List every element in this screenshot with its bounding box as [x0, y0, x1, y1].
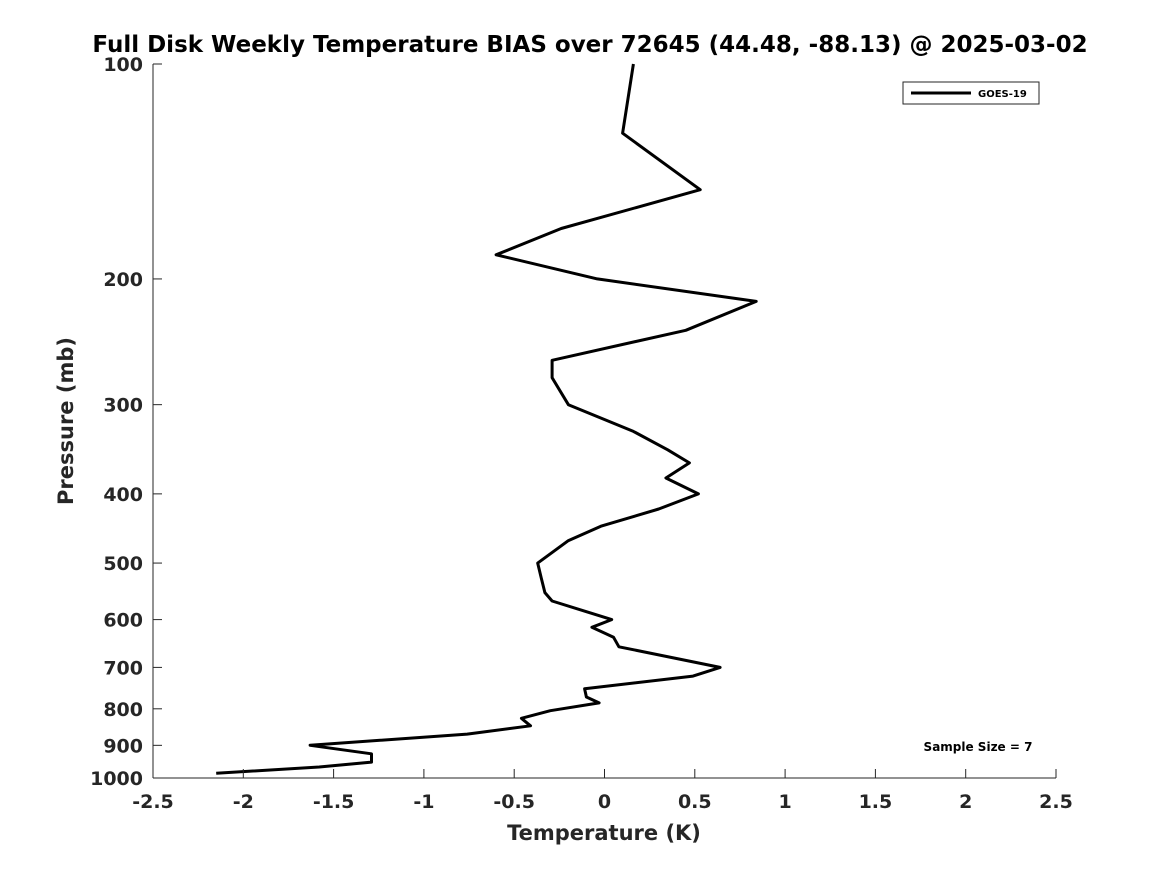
- x-axis: -2.5 -2 -1.5 -1 -0.5 0 0.5 1 1.5 2 2.5: [132, 769, 1073, 813]
- x-tick-label: 0.5: [678, 791, 712, 813]
- y-tick-label: 200: [103, 269, 143, 291]
- y-tick-label: 900: [103, 735, 143, 757]
- x-tick-label: -2.5: [132, 791, 174, 813]
- x-tick-label: 2: [959, 791, 972, 813]
- x-tick-label: -2: [233, 791, 254, 813]
- x-tick-label: -0.5: [493, 791, 535, 813]
- series-line-goes-19: [216, 63, 758, 775]
- x-tick-label: -1: [413, 791, 434, 813]
- x-tick-label: -1.5: [313, 791, 355, 813]
- y-tick-label: 100: [103, 54, 143, 76]
- x-tick-label: 0: [598, 791, 611, 813]
- y-tick-label: 600: [103, 610, 143, 632]
- y-tick-label: 1000: [90, 768, 143, 790]
- x-tick-label: 1: [778, 791, 791, 813]
- x-tick-label: 1.5: [859, 791, 893, 813]
- y-tick-label: 400: [103, 484, 143, 506]
- y-tick-label: 700: [103, 657, 143, 679]
- y-tick-label: 800: [103, 699, 143, 721]
- y-tick-label: 300: [103, 395, 143, 417]
- legend: GOES-19: [902, 81, 1040, 105]
- chart-title: Full Disk Weekly Temperature BIAS over 7…: [92, 32, 1087, 58]
- y-tick-label: 500: [103, 553, 143, 575]
- sample-size-annotation: Sample Size = 7: [924, 740, 1033, 754]
- legend-label-goes-19: GOES-19: [978, 89, 1027, 100]
- x-tick-label: 2.5: [1039, 791, 1073, 813]
- y-axis: 100 200 300 400 500 600 700 800 900 1000: [90, 54, 162, 790]
- x-axis-label: Temperature (K): [507, 821, 701, 845]
- y-axis-label: Pressure (mb): [54, 337, 78, 505]
